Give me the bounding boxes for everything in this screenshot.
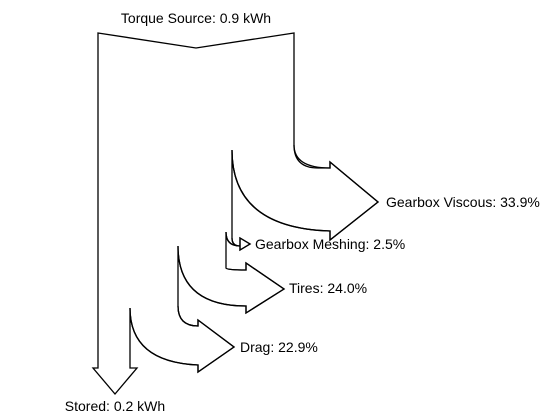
source-label: Torque Source: 0.9 kWh <box>121 10 271 26</box>
gearbox-viscous-label: Gearbox Viscous: 33.9% <box>386 194 540 210</box>
gearbox-meshing-label: Gearbox Meshing: 2.5% <box>255 236 405 252</box>
tires-label: Tires: 24.0% <box>289 280 367 296</box>
stored-label: Stored: 0.2 kWh <box>65 398 165 414</box>
drag-label: Drag: 22.9% <box>240 339 318 355</box>
stored-flow <box>93 33 378 394</box>
